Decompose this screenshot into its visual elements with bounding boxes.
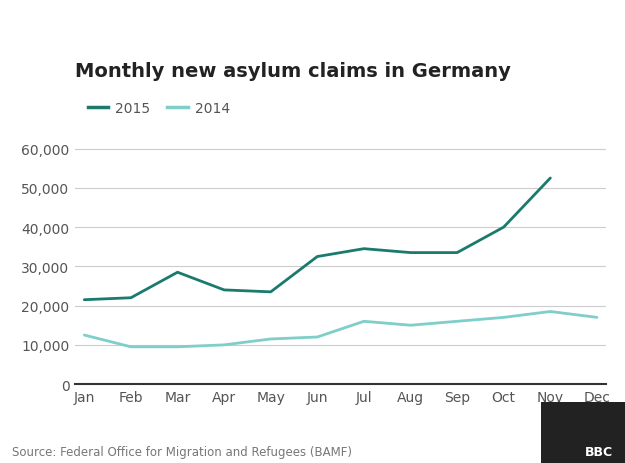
Legend: 2015, 2014: 2015, 2014 [82,96,236,121]
Text: Source: Federal Office for Migration and Refugees (BAMF): Source: Federal Office for Migration and… [12,445,352,458]
Text: Monthly new asylum claims in Germany: Monthly new asylum claims in Germany [75,62,511,81]
Text: BBC: BBC [584,445,612,458]
